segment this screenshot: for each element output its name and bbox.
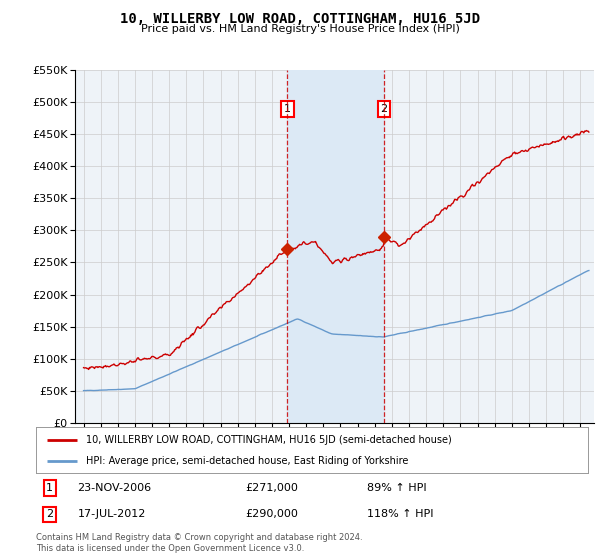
Text: 1: 1: [284, 104, 291, 114]
Text: 89% ↑ HPI: 89% ↑ HPI: [367, 483, 427, 493]
Text: HPI: Average price, semi-detached house, East Riding of Yorkshire: HPI: Average price, semi-detached house,…: [86, 456, 408, 466]
Text: Price paid vs. HM Land Registry's House Price Index (HPI): Price paid vs. HM Land Registry's House …: [140, 24, 460, 34]
Text: 2: 2: [46, 509, 53, 519]
Text: 118% ↑ HPI: 118% ↑ HPI: [367, 509, 434, 519]
Text: 10, WILLERBY LOW ROAD, COTTINGHAM, HU16 5JD (semi-detached house): 10, WILLERBY LOW ROAD, COTTINGHAM, HU16 …: [86, 435, 451, 445]
Text: £290,000: £290,000: [246, 509, 299, 519]
Text: £271,000: £271,000: [246, 483, 299, 493]
Text: 23-NOV-2006: 23-NOV-2006: [77, 483, 152, 493]
Text: 10, WILLERBY LOW ROAD, COTTINGHAM, HU16 5JD: 10, WILLERBY LOW ROAD, COTTINGHAM, HU16 …: [120, 12, 480, 26]
Text: Contains HM Land Registry data © Crown copyright and database right 2024.
This d: Contains HM Land Registry data © Crown c…: [36, 533, 362, 553]
Text: 2: 2: [380, 104, 388, 114]
Text: 1: 1: [46, 483, 53, 493]
Text: 17-JUL-2012: 17-JUL-2012: [77, 509, 146, 519]
Bar: [287, 70, 384, 423]
